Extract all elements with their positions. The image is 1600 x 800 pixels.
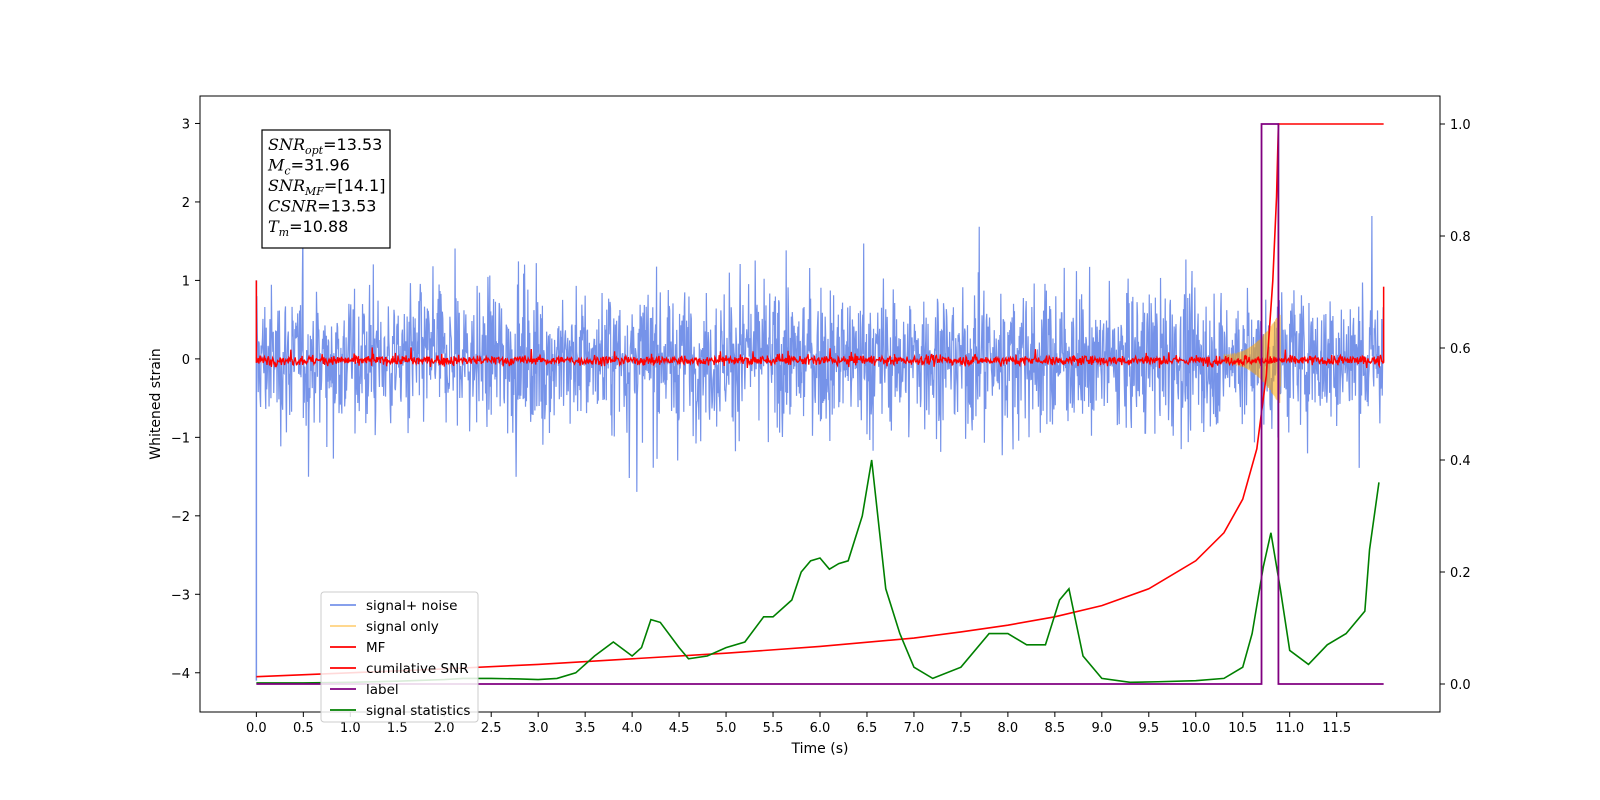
- x-tick-label: 4.5: [669, 721, 690, 736]
- x-tick-label: 4.0: [622, 721, 643, 736]
- y2-tick-label: 0.2: [1450, 566, 1471, 581]
- x-tick-label: 2.0: [434, 721, 455, 736]
- x-tick-label: 6.5: [857, 721, 878, 736]
- x-tick-label: 3.5: [575, 721, 596, 736]
- x-tick-label: 5.5: [763, 721, 784, 736]
- series-signal-noise: [255, 215, 1385, 492]
- x-tick-label: 0.5: [293, 721, 314, 736]
- y2-tick-label: 0.0: [1450, 678, 1471, 693]
- x-tick-label: 1.5: [387, 721, 408, 736]
- x-tick-label: 8.0: [998, 721, 1019, 736]
- x-tick-label: 7.0: [904, 721, 925, 736]
- x-tick-label: 1.0: [340, 721, 361, 736]
- y-tick-label: 3: [182, 117, 190, 132]
- x-tick-label: 11.0: [1275, 721, 1304, 736]
- x-tick-label: 0.0: [246, 721, 267, 736]
- legend-label: signal+ noise: [366, 598, 457, 614]
- y-tick-label: 2: [182, 196, 190, 211]
- x-tick-label: 11.5: [1322, 721, 1351, 736]
- y2-tick-label: 0.6: [1450, 342, 1471, 357]
- stats-annotation-frame: [261, 129, 391, 249]
- y-tick-label: −4: [171, 667, 190, 682]
- y-tick-label: −3: [171, 588, 190, 603]
- x-tick-label: 2.5: [481, 721, 502, 736]
- x-tick-label: 5.0: [716, 721, 737, 736]
- y2-tick-label: 1.0: [1450, 118, 1471, 133]
- y-tick-label: 0: [182, 353, 190, 368]
- stats-annotation-line: Tm=10.88: [268, 217, 348, 239]
- x-axis-label: Time (s): [791, 741, 849, 757]
- x-axis-ticks: 0.0 0.5 1.0 1.5 2.0 2.5 3.0 3.5 4.0 4.5 5.0 5.5 6.0 6…: [246, 712, 1351, 736]
- legend: signal+ noise signal only MF cumilative SNR…: [320, 591, 479, 723]
- y2-axis-ticks: 1.0 0.8 0.6 0.4 0.2 0.0: [1440, 118, 1471, 693]
- legend-label: MF: [366, 640, 385, 656]
- y2-tick-label: 0.8: [1450, 230, 1471, 245]
- legend-label: label: [366, 682, 399, 698]
- stats-annotation-line: SNRMF=[14.1]: [268, 176, 385, 198]
- y-tick-label: −2: [171, 510, 190, 525]
- legend-label: cumilative SNR: [366, 661, 469, 677]
- y2-tick-label: 0.4: [1450, 454, 1471, 469]
- x-tick-label: 10.5: [1228, 721, 1257, 736]
- stats-annotation-line: CSNR=13.53: [268, 197, 376, 216]
- y-tick-label: −1: [171, 431, 190, 446]
- series-signal-statistics: [256, 459, 1380, 684]
- y-axis-ticks: 3 2 1 0 −1 −2 −3 −4: [171, 117, 200, 682]
- stats-annotation-line: SNRopt=13.53: [268, 135, 382, 157]
- series-label: [256, 123, 1384, 685]
- x-tick-label: 3.0: [528, 721, 549, 736]
- series-cumulative-snr: [256, 123, 1384, 678]
- legend-label: signal statistics: [366, 703, 470, 719]
- y-axis-label: Whitened strain: [148, 348, 164, 459]
- legend-label: signal only: [366, 619, 439, 635]
- stats-annotation-line: Mc=31.96: [267, 156, 350, 178]
- x-tick-label: 6.0: [810, 721, 831, 736]
- stats-annotation-box: SNRopt=13.53Mc=31.96SNRMF=[14.1]CSNR=13.…: [261, 129, 391, 249]
- x-tick-label: 7.5: [951, 721, 972, 736]
- x-tick-label: 9.5: [1138, 721, 1159, 736]
- series-mf: [255, 347, 1385, 369]
- x-tick-label: 9.0: [1091, 721, 1112, 736]
- legend-frame: [320, 591, 479, 723]
- x-tick-label: 10.0: [1181, 721, 1210, 736]
- y-tick-label: 1: [182, 274, 190, 289]
- series-layer: [255, 123, 1385, 685]
- x-tick-label: 8.5: [1045, 721, 1066, 736]
